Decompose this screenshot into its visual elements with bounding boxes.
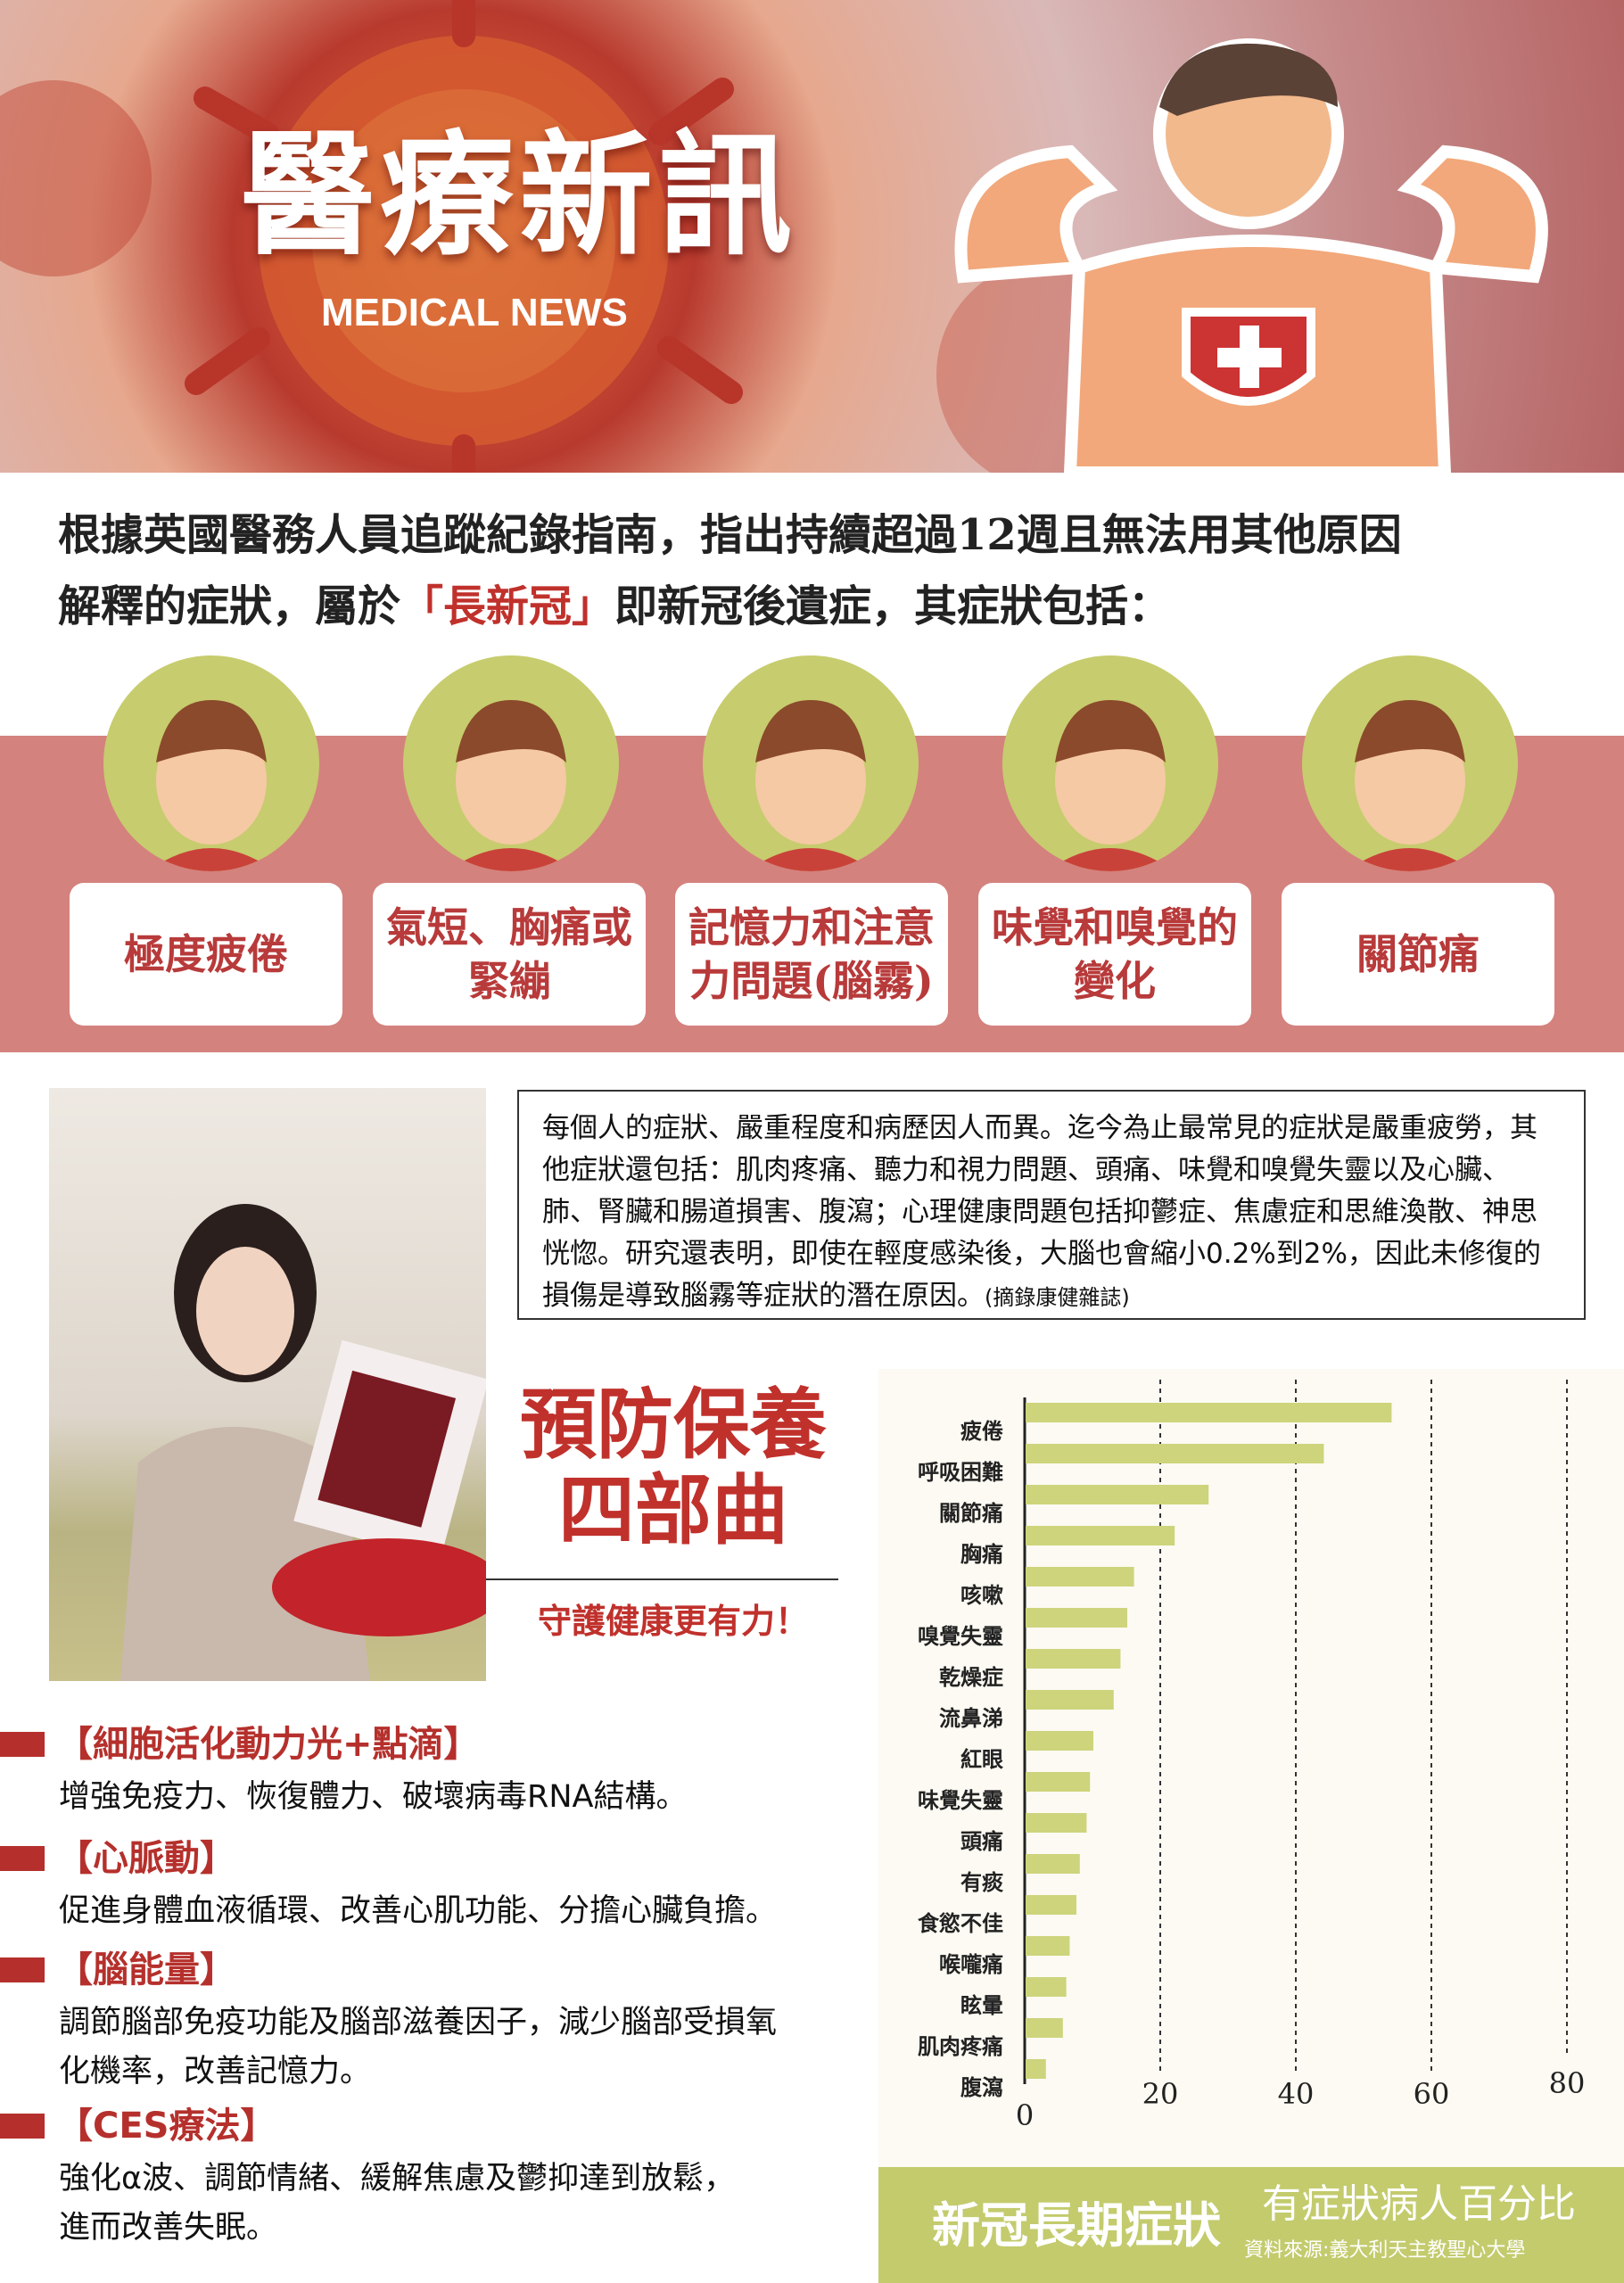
info-body: 每個人的症狀、嚴重程度和病歷因人而異。迄今為止最常見的症狀是嚴重疲勞，其他症狀還… [542,1112,1541,1312]
bar-呼吸困難 [1026,1444,1324,1463]
category-label: 紅眼 [960,1747,1003,1772]
bar-咳嗽 [1026,1567,1134,1587]
bullet-square-icon [0,1957,45,1982]
symptom-card: 味覺和嗅覺的變化 [978,883,1251,1026]
bar-胸痛 [1026,1526,1175,1545]
category-label: 食慾不佳 [918,1911,1003,1936]
category-label: 有痰 [960,1870,1004,1895]
chart-footer [878,2167,1624,2283]
category-label: 味覺失靈 [918,1788,1003,1813]
bar-肌肉疼痛 [1026,2018,1063,2038]
category-label: 關節痛 [939,1501,1003,1526]
bar-眩暈 [1026,1977,1067,1997]
tip-heading: 【腦能量】 [0,1949,235,1991]
tip-body: 促進身體血液循環、改善心肌功能、分擔心臟負擔。 [59,1893,778,1929]
symptom-card: 記憶力和注意力問題(腦霧) [675,883,948,1026]
tip-heading-text: 【CES療法】 [57,2106,276,2147]
category-label: 呼吸困難 [918,1460,1003,1485]
category-label: 喉嚨痛 [939,1952,1003,1977]
woman-reading-photo [49,1088,486,1681]
tip-heading-text: 【腦能量】 [57,1949,235,1990]
prevention-title: 預防保養 四部曲 [499,1382,847,1554]
category-label: 肌肉疼痛 [918,2034,1003,2059]
tip-heading-text: 【細胞活化動力光+點滴】 [57,1724,480,1765]
symptom-card: 極度疲倦 [70,883,342,1026]
intro-line-2: 解釋的症狀，屬於「長新冠」即新冠後遺症，其症狀包括： [58,571,1574,642]
tip-heading-text: 【心脈動】 [57,1838,235,1879]
virus-illustration [0,0,1548,473]
x-tick-label: 0 [1016,2098,1034,2132]
chart-metric-label: 有症狀病人百分比 [1262,2181,1576,2227]
tip-body: 強化α波、調節情緒、緩解焦慮及鬱抑達到放鬆， [59,2161,736,2196]
chart-area [878,1369,1624,2167]
chart-source: 資料來源:義大利天主教聖心大學 [1244,2239,1526,2262]
bullet-square-icon [0,2114,45,2139]
prevention-title-line2: 四部曲 [558,1466,788,1555]
divider [486,1578,838,1580]
tip-body: 進而改善失眠。 [59,2210,278,2246]
tip-heading: 【心脈動】 [0,1837,235,1880]
hero-banner: 醫療新訊 MEDICAL NEWS [0,0,1624,473]
prevention-title-line1: 預防保養 [520,1381,827,1470]
bar-疲倦 [1026,1403,1392,1422]
chart-title: 新冠長期症狀 [932,2197,1221,2254]
bar-紅眼 [1026,1731,1093,1751]
headache-icon [703,655,919,871]
info-source: (摘錄康健雜誌) [985,1285,1130,1310]
intro-text-pre: 解釋的症狀，屬於 [58,581,401,631]
category-label: 乾燥症 [939,1665,1003,1690]
category-label: 嗅覺失靈 [918,1624,1003,1649]
category-label: 咳嗽 [960,1583,1003,1608]
intro-text-post: 即新冠後遺症，其症狀包括： [614,581,1172,631]
symptom-card: 氣短、胸痛或緊繃 [373,883,646,1026]
bar-腹瀉 [1026,2059,1046,2079]
bullet-square-icon [0,1846,45,1871]
tip-heading: 【CES療法】 [0,2105,276,2147]
smell-icon [1002,655,1218,871]
knee-pain-icon [1302,655,1518,871]
bar-乾燥症 [1026,1649,1121,1669]
tip-heading: 【細胞活化動力光+點滴】 [0,1723,480,1766]
symptom-card: 關節痛 [1282,883,1554,1026]
category-label: 腹瀉 [960,2075,1003,2100]
hero-subtitle: MEDICAL NEWS [321,291,628,334]
chest-pain-icon [403,655,619,871]
bar-關節痛 [1026,1485,1209,1504]
category-label: 眩暈 [960,1993,1003,2018]
category-label: 胸痛 [960,1542,1003,1567]
x-tick-label: 80 [1549,2066,1586,2100]
hero-title: 醫療新訊 [241,119,798,274]
tip-body: 化機率，改善記憶力。 [59,2054,372,2089]
bullet-square-icon [0,1732,45,1757]
bar-有痰 [1026,1854,1080,1874]
bar-嗅覺失靈 [1026,1608,1127,1628]
tip-body: 調節腦部免疫功能及腦部滋養因子，減少腦部受損氧 [59,2005,778,2040]
tip-body: 增強免疫力、恢復體力、破壞病毒RNA結構。 [59,1779,688,1815]
category-label: 流鼻涕 [939,1706,1003,1731]
bar-味覺失靈 [1026,1772,1091,1792]
tired-face-icon [103,655,319,871]
bar-頭痛 [1026,1813,1087,1833]
category-label: 疲倦 [960,1419,1003,1444]
prevention-subtitle: 守護健康更有力！ [537,1602,809,1641]
long-covid-highlight: 「長新冠」 [400,581,615,631]
symptom-bar-chart: 0 20 40 60 80 疲倦呼吸困難關節痛胸痛咳嗽嗅覺失靈乾燥症流鼻涕紅眼味覺失靈頭痛… [918,1380,1586,2132]
intro-text: 根據英國醫務人員追蹤紀錄指南，指出持續超過12週且無法用其他原因 解釋的症狀，屬… [58,499,1574,642]
x-tick-label: 40 [1278,2077,1315,2111]
intro-line-1: 根據英國醫務人員追蹤紀錄指南，指出持續超過12週且無法用其他原因 [58,510,1402,560]
muscle-man-illustration [954,38,1548,473]
category-label: 頭痛 [960,1829,1003,1854]
bar-喉嚨痛 [1026,1936,1070,1956]
info-textbox: 每個人的症狀、嚴重程度和病歷因人而異。迄今為止最常見的症狀是嚴重疲勞，其他症狀還… [517,1090,1586,1320]
x-tick-label: 20 [1142,2077,1179,2111]
bar-食慾不佳 [1026,1895,1076,1915]
x-tick-label: 60 [1414,2077,1450,2111]
bar-流鼻涕 [1026,1690,1114,1710]
